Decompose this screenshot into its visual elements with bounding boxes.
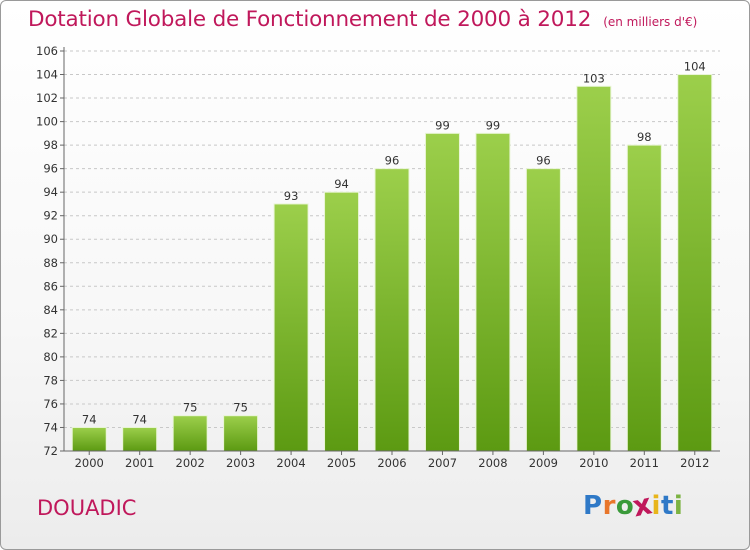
bar-2001 — [122, 426, 158, 452]
data-label: 75 — [183, 401, 198, 415]
x-tick-label: 2002 — [176, 456, 205, 470]
title-row: Dotation Globale de Fonctionnement de 20… — [28, 7, 697, 32]
bar-2012 — [677, 74, 713, 452]
data-label: 98 — [637, 130, 652, 144]
commune-name: DOUADIC — [37, 496, 137, 520]
x-tick-label: 2012 — [680, 456, 709, 470]
y-tick-label: 74 — [43, 420, 58, 434]
x-tick-label: 2011 — [630, 456, 659, 470]
y-tick-label: 82 — [43, 326, 58, 340]
chart-subtitle: (en milliers d'€) — [603, 15, 698, 29]
data-labels: 74 74 75 75 93 94 96 99 99 96 103 98 104 — [82, 60, 706, 427]
bar-2011 — [626, 144, 662, 452]
y-tick-label: 84 — [43, 303, 58, 317]
x-tick-label: 2000 — [75, 456, 104, 470]
brand-letter: t — [660, 491, 674, 521]
y-tick-label: 94 — [43, 185, 58, 199]
y-tick-label: 72 — [43, 444, 58, 458]
chart-title: Dotation Globale de Fonctionnement de 20… — [28, 7, 592, 32]
data-label: 99 — [486, 118, 501, 132]
x-tick-label: 2005 — [327, 456, 356, 470]
bars — [71, 74, 713, 452]
y-tick-label: 86 — [43, 279, 58, 293]
proxiti-logo[interactable]: Proxiti — [583, 488, 684, 524]
bar-2008 — [475, 132, 511, 452]
x-tick-label: 2009 — [529, 456, 558, 470]
y-tick-label: 98 — [43, 138, 58, 152]
data-label: 93 — [284, 189, 299, 203]
data-label: 75 — [233, 401, 248, 415]
y-tick-label: 92 — [43, 209, 58, 223]
bar-2007 — [424, 132, 460, 452]
y-tick-label: 88 — [43, 256, 58, 270]
data-label: 96 — [536, 154, 551, 168]
data-label: 99 — [435, 118, 450, 132]
data-label: 74 — [82, 412, 97, 426]
data-label: 104 — [684, 60, 706, 74]
data-label: 96 — [385, 154, 400, 168]
bar-2006 — [374, 168, 410, 452]
y-tick-label: 90 — [43, 232, 58, 246]
x-tick-label: 2003 — [226, 456, 255, 470]
y-tick-label: 104 — [36, 68, 58, 82]
bar-2000 — [71, 426, 107, 452]
bar-2005 — [324, 191, 360, 452]
y-tick-label: 76 — [43, 397, 58, 411]
axes — [63, 47, 720, 452]
brand-letter: i — [673, 491, 684, 521]
x-tick-label: 2001 — [125, 456, 154, 470]
x-tick-label: 2008 — [478, 456, 507, 470]
brand-letter: P — [583, 491, 603, 521]
bar-2004 — [273, 203, 309, 452]
y-axis-ticks: 72 74 76 78 80 82 84 86 88 90 92 94 96 98 100 102 104 106 — [36, 44, 64, 458]
brand-letter: o — [615, 491, 635, 521]
data-label: 74 — [132, 412, 147, 426]
data-label: 94 — [334, 177, 349, 191]
bar-2003 — [223, 415, 259, 452]
bar-2002 — [172, 415, 208, 452]
brand-letter: i — [651, 491, 661, 521]
y-tick-label: 106 — [36, 44, 58, 58]
y-tick-label: 96 — [43, 162, 58, 176]
y-tick-label: 78 — [43, 373, 58, 387]
x-axis-ticks: 2000 2001 2002 2003 2004 2005 2006 2007 2008 2009… — [75, 451, 709, 470]
x-tick-label: 2004 — [276, 456, 305, 470]
x-tick-label: 2006 — [377, 456, 406, 470]
bar-2010 — [576, 85, 612, 452]
y-tick-label: 100 — [36, 115, 58, 129]
brand-letter: r — [602, 491, 616, 521]
bar-2009 — [525, 168, 561, 452]
y-tick-label: 102 — [36, 91, 58, 105]
x-tick-label: 2010 — [579, 456, 608, 470]
data-label: 103 — [583, 71, 605, 85]
x-tick-label: 2007 — [428, 456, 457, 470]
y-tick-label: 80 — [43, 350, 58, 364]
